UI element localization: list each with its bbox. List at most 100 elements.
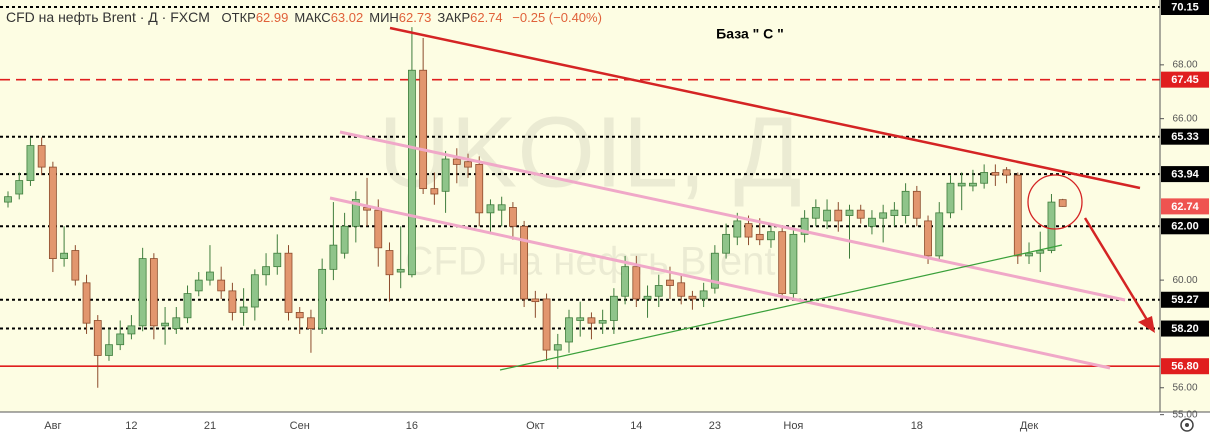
x-tick-label: 18 <box>911 420 923 432</box>
candle-body <box>1036 250 1045 254</box>
candle-body <box>48 166 57 259</box>
candle-body <box>677 282 686 297</box>
x-tick-label: 21 <box>204 420 216 432</box>
annotation: База " С " <box>716 26 784 42</box>
candle-body <box>1025 252 1033 257</box>
candle-body <box>587 317 596 324</box>
candle-body <box>138 258 147 327</box>
candle-body <box>161 322 169 327</box>
candle-body <box>957 182 966 187</box>
change: −0.25 (−0.40%) <box>512 10 602 25</box>
level-box <box>1161 320 1209 337</box>
candle-body <box>912 190 921 219</box>
level-label: 67.45 <box>1171 74 1199 86</box>
x-tick-label: Ноя <box>783 420 803 432</box>
candle-body <box>542 298 551 351</box>
candle-body <box>531 298 540 303</box>
candle-body <box>250 274 259 308</box>
arrow-line <box>1083 217 1154 329</box>
candle-body <box>565 317 573 343</box>
candle-body <box>329 244 338 270</box>
level-box <box>1161 218 1209 235</box>
candle-body <box>318 268 327 329</box>
symbol: CFD на нефть Brent · Д · FXCM <box>6 9 210 25</box>
x-tick-label: 16 <box>406 420 418 432</box>
candle-body <box>811 207 820 219</box>
candle-body <box>823 209 831 222</box>
channel-line <box>329 196 1111 370</box>
stat-label: МАКС <box>294 10 331 25</box>
candle-body <box>722 233 730 254</box>
level-label: 56.80 <box>1171 361 1199 373</box>
candle-body <box>71 250 80 281</box>
candle-body <box>475 164 484 214</box>
candle-body <box>520 225 529 300</box>
candle-body <box>486 204 495 214</box>
candle-body <box>901 190 910 216</box>
candle-body <box>194 279 203 292</box>
x-tick-label: Сен <box>290 420 310 432</box>
level-label: 58.20 <box>1171 323 1199 335</box>
candle-body <box>172 317 181 329</box>
watermark-name: CFD на нефть Brent <box>404 240 775 284</box>
candle-body <box>778 231 787 294</box>
highlight-circle <box>1027 174 1083 230</box>
candle-body <box>93 320 102 356</box>
candle-body <box>408 69 416 276</box>
arrow-head <box>1138 316 1155 333</box>
level-box <box>1161 358 1209 375</box>
candle-body <box>1047 201 1056 251</box>
y-tick-label: 56.00 <box>1172 382 1197 393</box>
channel-line <box>339 130 1126 302</box>
candle-body <box>598 320 607 324</box>
candle-body <box>789 233 798 294</box>
level-label: 59.27 <box>1171 294 1199 306</box>
candle-body <box>946 182 955 214</box>
y-tick-label: 60.00 <box>1172 275 1197 286</box>
stat-value: 62.99 <box>255 10 289 25</box>
stat-label: ОТКР <box>221 10 256 25</box>
candle-body <box>419 69 428 190</box>
candle-body <box>295 312 304 319</box>
candle-body <box>744 223 753 238</box>
candle-body <box>15 180 24 195</box>
y-tick-label: 66.00 <box>1172 113 1197 124</box>
candle-body <box>105 344 113 356</box>
stat-label: МИН <box>369 10 399 25</box>
candle-body <box>935 212 944 257</box>
level-label: 65.33 <box>1171 131 1199 143</box>
y-tick-label: 68.00 <box>1172 59 1197 70</box>
x-tick-label: 23 <box>709 420 721 432</box>
candle-body <box>845 209 854 216</box>
candle-body <box>127 325 136 335</box>
level-label: 62.00 <box>1171 221 1199 233</box>
stat-label: ЗАКР <box>437 10 471 25</box>
x-tick-label: Окт <box>526 420 545 432</box>
candle-body <box>396 268 405 273</box>
candle-body <box>116 333 125 346</box>
candle-body <box>890 209 899 216</box>
candle-body <box>1013 174 1022 257</box>
candle-body <box>340 225 349 254</box>
drawings: База " С " <box>329 26 1155 371</box>
level-box <box>1161 166 1209 183</box>
candle-body <box>307 317 315 329</box>
stat-value: 62.73 <box>398 10 432 25</box>
candle-body <box>767 231 775 241</box>
settings-gear[interactable] <box>1180 418 1194 432</box>
support-line <box>499 244 1063 371</box>
candle-body <box>553 344 562 351</box>
price-marker <box>1161 198 1209 215</box>
candle-body <box>60 252 68 259</box>
x-tick-label: 14 <box>630 420 642 432</box>
x-axis-background <box>0 412 1210 436</box>
settings-gear-center[interactable] <box>1185 423 1189 427</box>
settings-icon[interactable] <box>1180 418 1194 432</box>
candle-body <box>755 233 764 241</box>
y-tick-label: 55.00 <box>1172 409 1197 420</box>
candle-body <box>879 212 888 219</box>
candle-body <box>497 204 506 211</box>
candle-body <box>834 209 843 222</box>
level-label: 63.94 <box>1171 169 1199 181</box>
